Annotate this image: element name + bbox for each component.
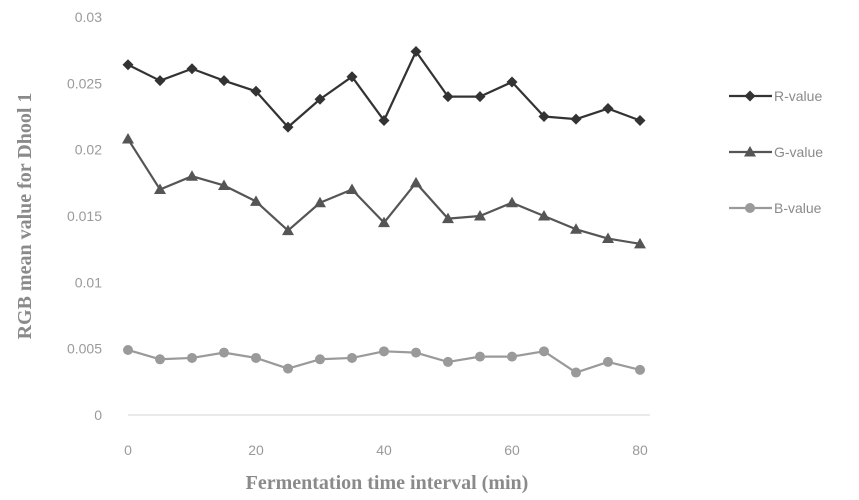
data-point-r-value [538, 111, 550, 122]
data-point-g-value [378, 216, 390, 228]
data-point-g-value [602, 232, 614, 244]
legend-label-b-value: B-value [774, 200, 822, 216]
legend-marker-g-value [744, 146, 756, 157]
legend-item-b-value: B-value [729, 200, 822, 216]
data-point-r-value [410, 45, 422, 57]
data-point-g-value [570, 223, 582, 234]
data-point-b-value [187, 352, 197, 363]
data-point-b-value [219, 347, 229, 358]
data-point-b-value [475, 351, 485, 362]
legend-item-g-value: G-value [729, 144, 823, 160]
data-point-r-value [634, 114, 646, 126]
legend-marker-r-value [744, 90, 756, 102]
data-point-b-value [539, 346, 549, 357]
y-tick-label: 0 [94, 407, 102, 423]
data-point-r-value [314, 93, 326, 105]
series-g-value [122, 133, 646, 249]
data-point-b-value [507, 351, 517, 362]
data-point-b-value [251, 352, 261, 363]
data-point-b-value [603, 356, 613, 367]
data-point-r-value [122, 59, 134, 71]
data-point-b-value [379, 346, 389, 357]
data-point-g-value [186, 170, 198, 181]
data-point-g-value [346, 183, 358, 194]
y-tick-label: 0.005 [67, 341, 102, 357]
legend-marker-b-value [745, 203, 755, 213]
legend-label-r-value: R-value [774, 88, 822, 104]
data-point-r-value [570, 113, 582, 125]
legend-label-g-value: G-value [774, 144, 823, 160]
data-point-r-value [218, 75, 230, 87]
data-point-g-value [506, 196, 518, 208]
y-axis-title: RGB mean value for Dhool 1 [14, 93, 36, 340]
data-point-r-value [442, 91, 454, 103]
data-point-r-value [474, 91, 486, 103]
data-point-b-value [571, 367, 581, 378]
x-axis-ticks: 0 20 40 60 80 [124, 442, 648, 458]
y-tick-label: 0.025 [67, 75, 102, 91]
x-tick-label: 0 [124, 442, 132, 458]
data-point-g-value [410, 176, 422, 188]
data-point-r-value [506, 76, 518, 88]
series-r-value [122, 45, 646, 133]
data-point-g-value [282, 224, 294, 236]
x-axis-title: Fermentation time interval (min) [246, 472, 529, 494]
data-point-g-value [474, 210, 486, 221]
data-point-g-value [122, 133, 134, 144]
y-tick-label: 0.01 [75, 274, 102, 290]
data-point-r-value [154, 75, 166, 87]
y-tick-label: 0.03 [75, 9, 102, 25]
data-point-r-value [186, 63, 198, 75]
x-tick-label: 80 [632, 442, 648, 458]
data-point-g-value [250, 195, 262, 206]
data-point-g-value [538, 210, 550, 221]
legend: R-value G-value B-value [729, 88, 823, 216]
data-point-b-value [347, 352, 357, 363]
data-point-r-value [250, 85, 262, 97]
data-point-g-value [314, 196, 326, 208]
legend-item-r-value: R-value [729, 88, 822, 104]
y-tick-label: 0.02 [75, 142, 102, 158]
data-point-r-value [282, 121, 294, 133]
data-point-b-value [443, 356, 453, 367]
data-point-b-value [123, 344, 133, 355]
series-line-g-value [127, 138, 641, 245]
data-point-b-value [283, 363, 293, 374]
data-point-g-value [218, 179, 230, 190]
data-point-b-value [315, 354, 325, 365]
data-point-g-value [154, 183, 166, 194]
x-tick-label: 40 [376, 442, 392, 458]
data-point-b-value [155, 354, 165, 365]
data-point-g-value [634, 237, 646, 249]
x-tick-label: 60 [504, 442, 520, 458]
data-point-g-value [442, 212, 454, 224]
x-tick-label: 20 [248, 442, 264, 458]
data-point-b-value [411, 347, 421, 358]
y-axis-ticks: 0 0.005 0.01 0.015 0.02 0.025 0.03 [67, 9, 102, 423]
series-layer [122, 45, 646, 378]
data-point-b-value [635, 364, 645, 375]
series-b-value [123, 344, 645, 378]
data-point-r-value [346, 71, 358, 83]
y-tick-label: 0.015 [67, 208, 102, 224]
data-point-r-value [602, 103, 614, 115]
data-point-r-value [378, 114, 390, 126]
